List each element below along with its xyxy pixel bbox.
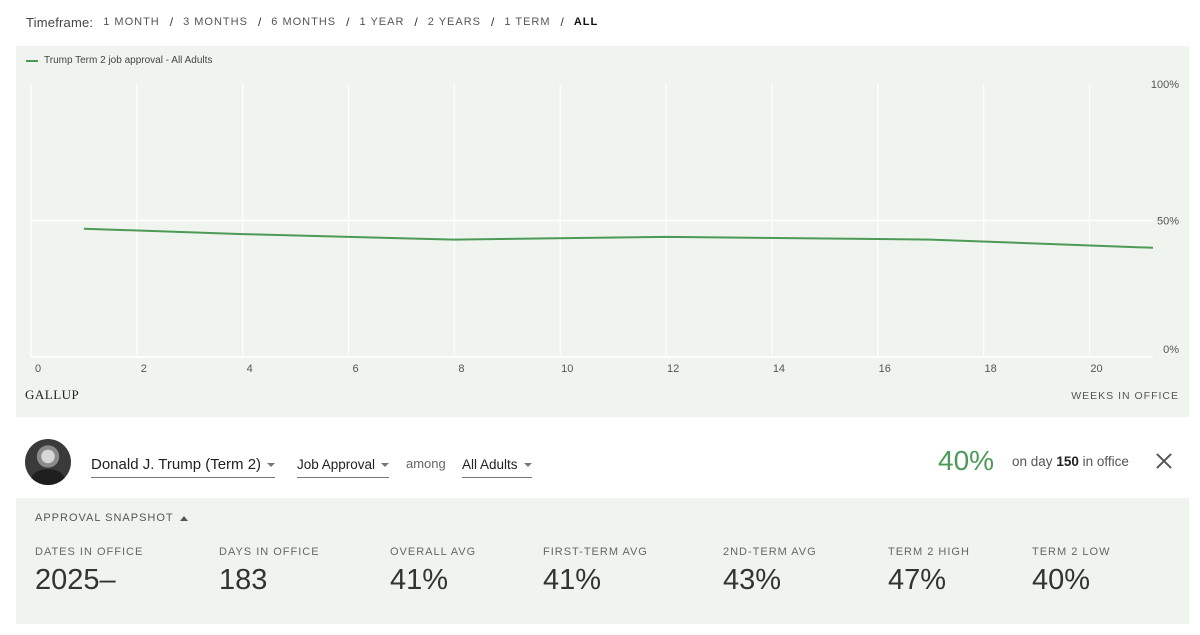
y-tick-label: 100% — [1151, 79, 1179, 91]
separator: / — [257, 15, 262, 29]
stat-value: 41% — [543, 564, 602, 596]
x-tick-label: 10 — [561, 363, 573, 375]
stat-label: DATES IN OFFICE — [35, 546, 144, 558]
caret-up-icon — [179, 515, 188, 521]
among-label: among — [406, 456, 446, 471]
caption-suffix: in office — [1082, 454, 1129, 469]
timeframe-all[interactable]: ALL — [573, 16, 599, 28]
stat-dates-in-office: DATES IN OFFICE 2025– — [35, 546, 143, 597]
caption-day: 150 — [1056, 454, 1079, 469]
measure-dropdown[interactable]: Job Approval — [297, 452, 390, 478]
caret-down-icon — [267, 462, 276, 467]
stat-label: OVERALL AVG — [390, 546, 477, 558]
stat-value: 183 — [219, 564, 268, 596]
stat-value: 40% — [1032, 564, 1091, 596]
caret-down-icon — [523, 462, 532, 467]
timeframe-3-months[interactable]: 3 MONTHS — [183, 16, 248, 28]
stat-label: 2ND-TERM AVG — [723, 546, 817, 558]
x-tick-label: 0 — [35, 363, 41, 375]
separator: / — [491, 15, 495, 29]
stat-value: 47% — [888, 564, 947, 596]
person-dropdown-label: Donald J. Trump (Term 2) — [91, 456, 262, 473]
timeframe-bar: Timeframe: 1 MONTH / 3 MONTHS / 6 MONTHS… — [26, 13, 598, 31]
x-axis-title: WEEKS IN OFFICE — [1071, 390, 1179, 402]
group-dropdown[interactable]: All Adults — [462, 452, 532, 478]
timeframe-1-month[interactable]: 1 MONTH — [103, 16, 160, 28]
x-tick-label: 6 — [352, 363, 358, 375]
timeframe-label: Timeframe: — [26, 14, 94, 30]
stat-days-in-office: DAYS IN OFFICE 183 — [219, 546, 320, 597]
chart-panel: 0 2 4 6 8 10 12 14 16 18 20 100% 50% 0% Trump Term 2 … — [16, 46, 1189, 417]
group-dropdown-label: All Adults — [462, 457, 518, 472]
timeframe-1-year[interactable]: 1 YEAR — [359, 16, 405, 28]
timeframe-6-months[interactable]: 6 MONTHS — [271, 16, 337, 28]
stat-term-2-high: TERM 2 HIGH 47% — [888, 546, 970, 597]
stat-value: 41% — [390, 564, 449, 596]
separator: / — [560, 15, 564, 29]
x-tick-label: 4 — [247, 363, 253, 375]
caption-prefix: on day — [1012, 454, 1053, 469]
caret-down-icon — [381, 462, 390, 467]
separator: / — [169, 15, 174, 29]
current-approval-caption: on day 150 in office — [1012, 454, 1129, 469]
stat-first-term-avg: FIRST-TERM AVG 41% — [543, 546, 648, 597]
y-tick-label: 50% — [1157, 216, 1179, 228]
close-icon[interactable] — [1153, 450, 1175, 472]
selector-row: Donald J. Trump (Term 2) Job Approval am… — [0, 430, 1200, 496]
avatar — [25, 439, 71, 485]
stat-label: FIRST-TERM AVG — [543, 546, 648, 558]
separator: / — [414, 15, 418, 29]
y-tick-label: 0% — [1163, 344, 1179, 356]
chart-legend: Trump Term 2 job approval - All Adults — [26, 55, 212, 66]
stat-value: 2025– — [35, 564, 116, 596]
approval-snapshot: APPROVAL SNAPSHOT DATES IN OFFICE 2025– … — [16, 498, 1189, 624]
person-dropdown[interactable]: Donald J. Trump (Term 2) — [91, 452, 276, 478]
stat-overall-avg: OVERALL AVG 41% — [390, 546, 476, 597]
separator: / — [346, 15, 350, 29]
stat-label: DAYS IN OFFICE — [219, 546, 320, 558]
x-tick-label: 18 — [985, 363, 997, 375]
x-tick-label: 2 — [141, 363, 147, 375]
avatar-shoulders — [31, 469, 65, 485]
x-tick-label: 20 — [1090, 363, 1102, 375]
legend-label: Trump Term 2 job approval - All Adults — [44, 55, 213, 66]
gallup-logo: GALLUP — [25, 387, 80, 402]
stat-label: TERM 2 HIGH — [888, 546, 970, 558]
x-tick-label: 12 — [667, 363, 679, 375]
snapshot-toggle-label: APPROVAL SNAPSHOT — [35, 512, 174, 524]
current-approval-value: 40% — [938, 445, 995, 476]
stat-value: 43% — [723, 564, 782, 596]
stat-label: TERM 2 LOW — [1032, 546, 1111, 558]
legend-swatch — [26, 59, 38, 62]
approval-line-chart: 0 2 4 6 8 10 12 14 16 18 20 100% 50% 0% — [30, 79, 1179, 375]
measure-dropdown-label: Job Approval — [297, 457, 376, 472]
x-tick-label: 8 — [458, 363, 464, 375]
snapshot-toggle[interactable]: APPROVAL SNAPSHOT — [35, 512, 188, 524]
stat-term-2-low: TERM 2 LOW 40% — [1032, 546, 1110, 597]
x-tick-label: 16 — [879, 363, 891, 375]
approval-series-line — [83, 227, 1154, 249]
timeframe-1-term[interactable]: 1 TERM — [504, 16, 551, 28]
x-tick-label: 14 — [773, 363, 785, 375]
timeframe-2-years[interactable]: 2 YEARS — [427, 16, 482, 28]
stat-second-term-avg: 2ND-TERM AVG 43% — [723, 546, 817, 597]
